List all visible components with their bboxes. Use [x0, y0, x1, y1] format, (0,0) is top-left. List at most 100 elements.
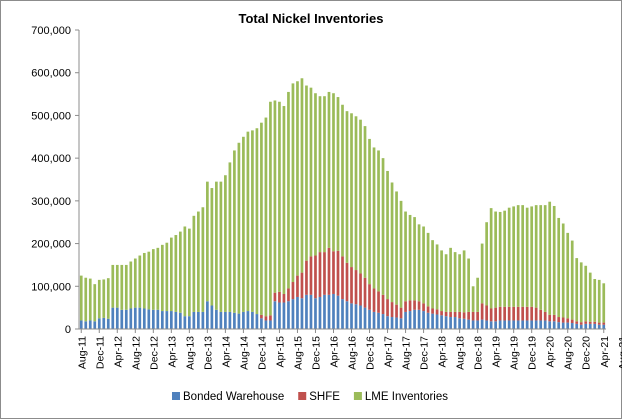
bar-bonded	[530, 320, 534, 329]
bar-shfe	[584, 321, 588, 324]
bar-bonded	[381, 314, 385, 329]
legend-label: Bonded Warehouse	[183, 391, 284, 403]
bar-shfe	[363, 277, 367, 308]
bar-bonded	[336, 295, 340, 329]
bar-bonded	[264, 320, 268, 329]
bar-shfe	[282, 293, 286, 303]
bar-shfe	[507, 306, 511, 321]
bar-shfe	[273, 292, 277, 302]
bar-shfe	[444, 311, 448, 317]
bar-lme	[354, 116, 358, 271]
bar-lme	[151, 249, 155, 310]
bar-bonded	[296, 296, 299, 329]
bar-shfe	[593, 321, 597, 324]
bar-lme	[485, 222, 488, 306]
bar-lme	[165, 242, 169, 312]
bar-bonded	[269, 320, 272, 329]
bar-bonded	[579, 324, 583, 329]
bar-lme	[111, 264, 115, 308]
bar-shfe	[395, 304, 398, 318]
bar-shfe	[413, 300, 416, 310]
bar-lme	[106, 278, 110, 319]
bar-lme	[548, 201, 552, 315]
y-tick-label: 700,000	[31, 25, 71, 37]
bar-bonded	[224, 311, 227, 329]
bar-lme	[440, 250, 443, 312]
bar-shfe	[498, 306, 502, 321]
bar-bonded	[169, 311, 173, 329]
bar-shfe	[489, 308, 493, 322]
x-tick-label: Aug-14	[238, 336, 250, 370]
bar-bonded	[359, 305, 362, 329]
x-tick-label: Aug-16	[347, 336, 359, 370]
bar-lme	[287, 91, 290, 289]
bar-shfe	[332, 251, 335, 294]
bar-shfe	[336, 250, 340, 296]
bar-bonded	[498, 320, 502, 329]
bar-lme	[561, 223, 565, 318]
bar-bonded	[332, 293, 335, 329]
bar-lme	[422, 226, 425, 304]
bar-lme	[404, 211, 407, 302]
bar-bonded	[548, 321, 552, 329]
bar-bonded	[160, 311, 164, 329]
bar-bonded	[543, 320, 547, 329]
bar-bonded	[291, 299, 295, 329]
bar-lme	[417, 224, 421, 302]
bar-bonded	[106, 318, 110, 329]
x-tick-label: Apr-12	[112, 336, 124, 368]
bar-shfe	[471, 311, 475, 321]
bar-shfe	[341, 256, 344, 300]
bar-lme	[192, 215, 196, 312]
bar-bonded	[93, 321, 97, 329]
x-tick-label: Apr-16	[328, 336, 340, 368]
bar-bonded	[115, 307, 119, 329]
bar-bonded	[88, 320, 92, 329]
bar-lme	[525, 207, 529, 307]
bar-bonded	[417, 309, 421, 329]
bar-lme	[503, 210, 506, 307]
bar-shfe	[543, 311, 547, 321]
bar-bonded	[165, 311, 169, 329]
bar-bonded	[489, 321, 493, 329]
bar-lme	[305, 85, 308, 261]
bar-bonded	[552, 321, 556, 329]
x-tick-label: Dec-11	[94, 336, 106, 369]
bar-shfe	[467, 311, 470, 320]
bar-lme	[359, 119, 362, 274]
bar-bonded	[525, 320, 529, 329]
x-tick-label: Aug-18	[455, 336, 467, 370]
bar-bonded	[440, 315, 443, 329]
bar-bonded	[327, 294, 331, 329]
bar-lme	[323, 96, 326, 253]
bar-shfe	[327, 247, 331, 295]
bar-lme	[584, 265, 588, 322]
bar-bonded	[570, 323, 574, 329]
bar-lme	[530, 206, 534, 307]
bar-bonded	[404, 311, 407, 329]
bar-shfe	[314, 255, 317, 299]
bar-lme	[183, 226, 187, 317]
bar-lme	[188, 228, 191, 317]
bar-bonded	[458, 318, 461, 329]
x-tick-label: Dec-14	[256, 336, 268, 370]
bar-lme	[377, 150, 380, 292]
bar-lme	[147, 251, 151, 310]
bar-shfe	[278, 291, 281, 303]
bar-lme	[242, 136, 245, 312]
bar-bonded	[575, 323, 579, 329]
legend-label: SHFE	[309, 391, 340, 403]
bar-lme	[228, 162, 232, 312]
bar-lme	[233, 150, 236, 313]
bar-shfe	[548, 314, 552, 322]
bar-shfe	[494, 307, 497, 322]
bar-bonded	[273, 301, 277, 329]
bar-lme	[318, 96, 322, 253]
bar-shfe	[377, 291, 380, 313]
y-tick-label: 400,000	[31, 153, 71, 165]
bar-bonded	[228, 311, 232, 329]
bar-lme	[215, 181, 218, 310]
bar-bonded	[350, 303, 353, 329]
bar-bonded	[219, 311, 223, 329]
